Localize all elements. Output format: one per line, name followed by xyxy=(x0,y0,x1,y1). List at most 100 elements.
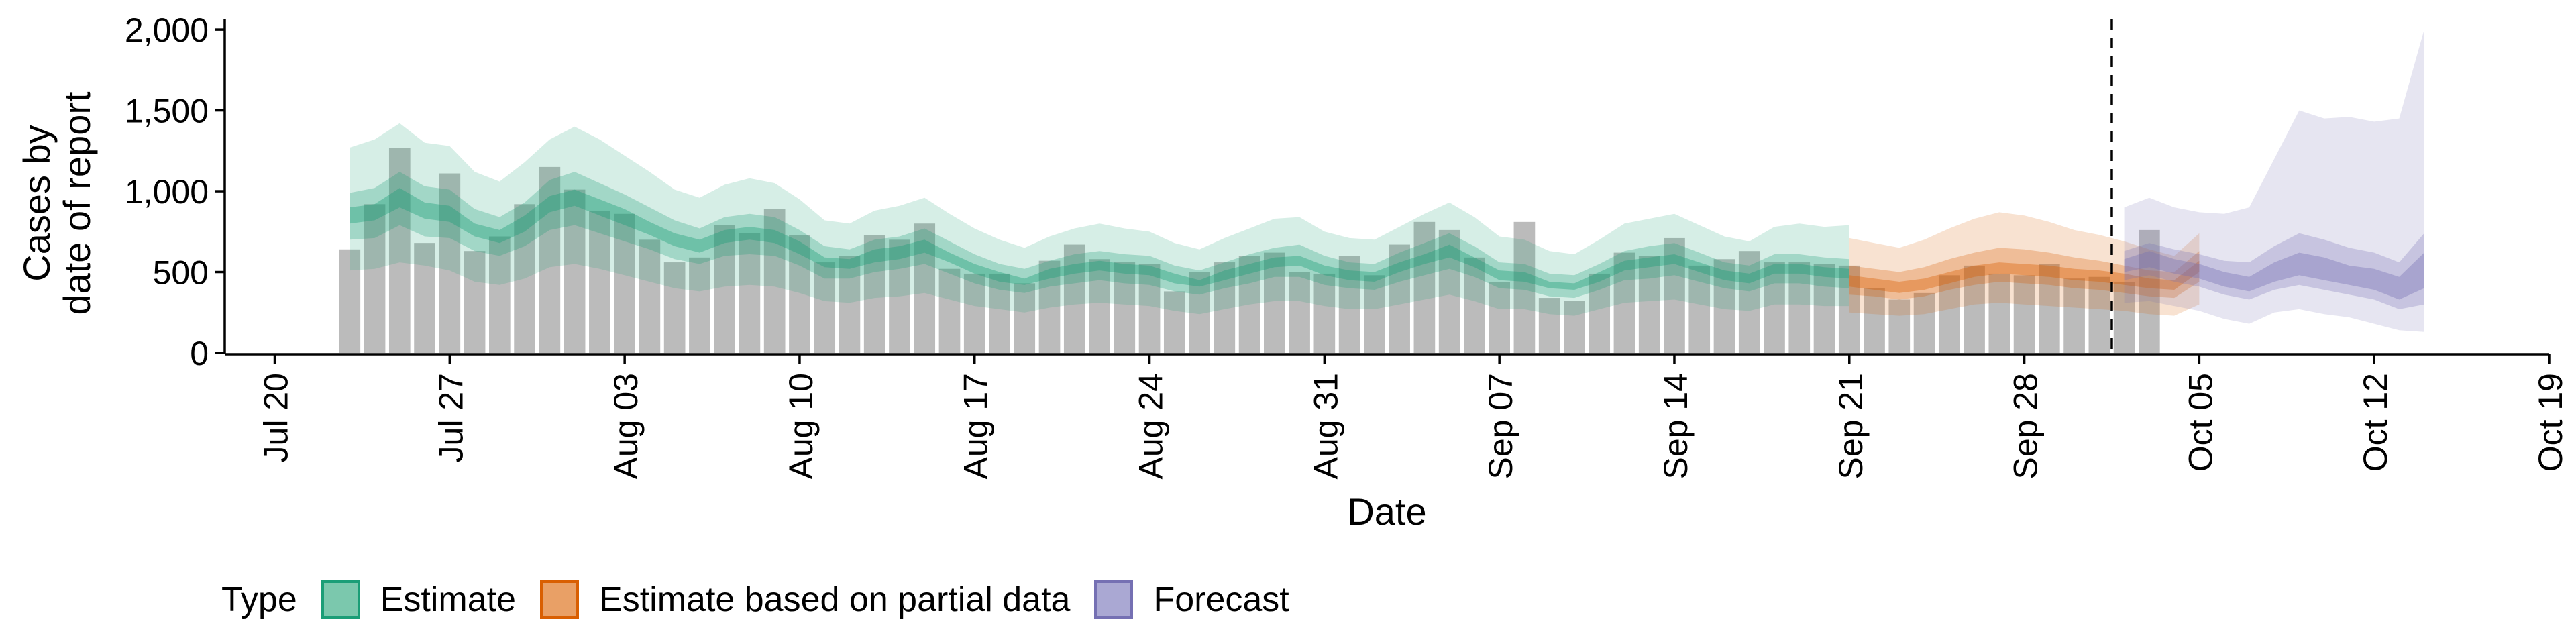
legend: Type Estimate Estimate based on partial … xyxy=(221,578,1313,621)
bar-24 xyxy=(938,268,961,353)
bar-63 xyxy=(1913,292,1935,353)
bar-69 xyxy=(2063,278,2085,353)
bar-56 xyxy=(1738,251,1760,353)
bar-40 xyxy=(1338,256,1360,353)
bar-70 xyxy=(2088,276,2110,353)
legend-key-estimate xyxy=(321,580,360,619)
bar-44 xyxy=(1438,229,1460,353)
bar-22 xyxy=(889,239,910,353)
x-tick-label-13: Oct 19 xyxy=(2532,373,2569,472)
ribbon-20-series-2 xyxy=(2124,251,2424,300)
legend-key-partial-data xyxy=(540,580,580,619)
bar-47 xyxy=(1513,221,1536,353)
bar-31 xyxy=(1114,262,1136,353)
bar-58 xyxy=(1788,262,1811,353)
x-tick-label-11: Oct 05 xyxy=(2182,373,2219,472)
bar-26 xyxy=(989,273,1010,353)
ribbon-90-series-2 xyxy=(2124,30,2424,332)
x-tick-label-8: Sep 14 xyxy=(1657,373,1695,479)
bar-50 xyxy=(1589,273,1611,353)
bar-49 xyxy=(1564,301,1585,353)
bar-62 xyxy=(1888,299,1911,353)
bar-20 xyxy=(839,256,861,353)
y-tick-label-1: 500 xyxy=(153,254,209,292)
ribbon-90-series-0 xyxy=(350,123,1849,316)
legend-label-estimate: Estimate xyxy=(380,580,517,619)
x-tick-label-9: Sep 21 xyxy=(1832,373,1870,479)
x-tick-label-1: Jul 27 xyxy=(432,373,470,462)
ribbon-50-series-0 xyxy=(350,172,1849,299)
x-tick-label-3: Aug 10 xyxy=(782,373,820,479)
bar-67 xyxy=(2013,275,2035,353)
bar-51 xyxy=(1613,252,1635,353)
y-tick-label-2: 1,000 xyxy=(125,173,209,211)
bar-39 xyxy=(1313,273,1336,353)
bar-33 xyxy=(1163,291,1185,353)
bar-15 xyxy=(714,225,735,353)
bar-57 xyxy=(1764,262,1785,353)
bar-9 xyxy=(564,189,586,353)
bar-38 xyxy=(1289,272,1310,353)
x-tick-label-7: Sep 07 xyxy=(1482,373,1519,479)
bar-18 xyxy=(789,235,810,353)
legend-item-estimate: Estimate xyxy=(321,580,516,620)
legend-item-partial-data: Estimate based on partial data xyxy=(540,580,1070,620)
legend-label-forecast: Forecast xyxy=(1153,580,1289,619)
bar-72 xyxy=(2139,229,2160,353)
bar-29 xyxy=(1063,244,1085,353)
bar-46 xyxy=(1489,281,1510,353)
x-axis: Jul 20 Jul 27 Aug 03 Aug 10 Aug 17 Aug 24 Aug … xyxy=(225,353,2569,479)
bar-32 xyxy=(1138,264,1161,353)
y-axis-label-line-1: Cases by xyxy=(15,125,58,281)
bar-48 xyxy=(1538,298,1560,353)
x-tick-label-2: Aug 03 xyxy=(607,373,645,479)
x-tick-label-5: Aug 24 xyxy=(1132,373,1170,479)
bar-54 xyxy=(1688,265,1711,353)
bar-61 xyxy=(1864,288,1885,353)
bar-66 xyxy=(1988,273,2010,353)
bar-7 xyxy=(514,204,535,353)
bar-8 xyxy=(539,166,561,353)
bar-41 xyxy=(1364,275,1385,353)
bar-55 xyxy=(1713,259,1735,353)
bar-64 xyxy=(1938,275,1960,353)
bar-34 xyxy=(1189,272,1210,353)
bar-60 xyxy=(1838,265,1860,353)
x-axis-label: Date xyxy=(1347,490,1426,533)
x-tick-label-10: Sep 28 xyxy=(2007,373,2045,479)
bar-45 xyxy=(1464,257,1485,353)
bar-19 xyxy=(814,262,836,353)
y-axis: 0 500 1,000 1,500 2,000 xyxy=(125,11,226,372)
bar-71 xyxy=(2113,281,2135,353)
bar-10 xyxy=(589,210,610,353)
bar-27 xyxy=(1014,283,1036,353)
bar-65 xyxy=(1964,265,1985,353)
ribbons-layer xyxy=(350,30,2424,332)
bar-43 xyxy=(1413,221,1436,353)
bar-16 xyxy=(739,233,761,353)
bar-13 xyxy=(663,262,686,353)
ribbon-20-series-1 xyxy=(1849,260,2200,293)
bar-30 xyxy=(1089,259,1110,353)
bar-28 xyxy=(1038,260,1061,353)
bar-12 xyxy=(639,239,661,353)
bar-68 xyxy=(2039,264,2060,353)
legend-item-forecast: Forecast xyxy=(1094,580,1289,620)
y-tick-label-4: 2,000 xyxy=(125,11,209,49)
bar-21 xyxy=(863,235,885,353)
bar-23 xyxy=(914,223,936,353)
ribbon-50-series-2 xyxy=(2124,233,2424,309)
x-tick-label-4: Aug 17 xyxy=(957,373,995,479)
x-tick-label-12: Oct 12 xyxy=(2357,373,2394,472)
bar-14 xyxy=(689,257,710,353)
ribbon-20-series-0 xyxy=(350,188,1849,290)
chart: Jul 20 Jul 27 Aug 03 Aug 10 Aug 17 Aug 24 Aug … xyxy=(15,11,2569,533)
bar-4 xyxy=(439,173,461,353)
bar-59 xyxy=(1813,264,1835,353)
bar-36 xyxy=(1238,256,1260,353)
y-tick-label-0: 0 xyxy=(190,335,209,372)
bar-3 xyxy=(414,243,435,353)
bar-0 xyxy=(339,249,361,353)
x-tick-label-0: Jul 20 xyxy=(258,373,295,462)
bar-37 xyxy=(1264,252,1285,353)
